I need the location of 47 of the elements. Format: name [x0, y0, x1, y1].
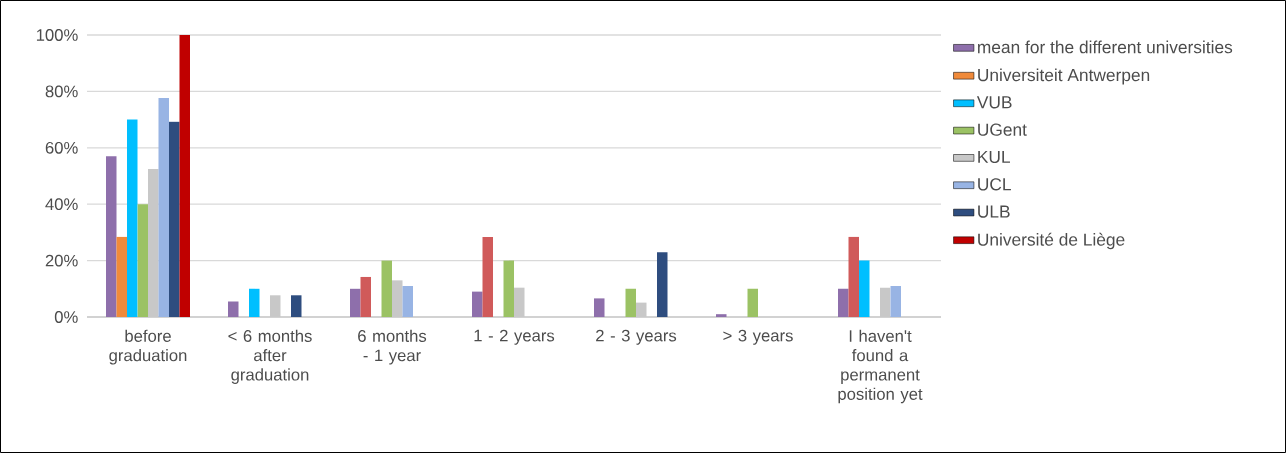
bar	[747, 288, 759, 317]
bar	[657, 252, 668, 317]
bar	[350, 288, 361, 317]
legend-label: Université de Liège	[978, 232, 1125, 250]
legend-label: VUB	[976, 96, 1012, 109]
bar	[848, 236, 860, 317]
legend-label: UCL	[978, 178, 1011, 191]
bar	[291, 295, 302, 317]
bar	[838, 288, 849, 317]
legend-label: Universiteit Antwerpen	[978, 68, 1150, 85]
x-tick-label: < 6 months after graduation	[228, 329, 312, 384]
y-tick-label: 100%	[36, 29, 78, 41]
x-tick-label: 2 - 3 years	[596, 329, 677, 345]
bar	[127, 119, 138, 317]
y-tick-label: 80%	[45, 85, 78, 98]
legend-label: UGent	[978, 123, 1027, 136]
bar	[179, 34, 190, 317]
x-tick-label: 6 months - 1 year	[358, 329, 427, 365]
x-tick-label: > 3 years	[723, 329, 793, 345]
bar	[137, 204, 148, 317]
y-tick-label: 20%	[45, 254, 78, 267]
y-tick-label: 60%	[45, 141, 78, 154]
y-tick-label: 0%	[54, 311, 78, 323]
x-tick-label: 1 - 2 years	[474, 329, 555, 345]
bar	[503, 260, 515, 317]
x-tick-label: before graduation	[109, 329, 187, 365]
bar	[890, 285, 902, 317]
legend-label: mean for the different universities	[978, 40, 1233, 54]
bar	[482, 236, 493, 317]
bar	[859, 260, 870, 317]
bar	[228, 301, 239, 317]
x-tick-label: I haven't found a permanent position yet	[838, 329, 923, 404]
bar	[594, 298, 605, 317]
bar	[402, 285, 413, 317]
bar	[381, 260, 392, 317]
y-tick-label: 40%	[45, 198, 78, 211]
bar	[116, 236, 127, 317]
bar	[106, 156, 117, 317]
legend-label: KUL	[978, 150, 1010, 164]
bar	[360, 276, 371, 317]
bar	[716, 314, 727, 317]
legend-label: ULB	[978, 205, 1010, 218]
bar	[169, 121, 180, 317]
bar	[625, 288, 637, 317]
bar	[158, 97, 169, 317]
bar	[472, 291, 483, 317]
bar	[249, 288, 260, 317]
